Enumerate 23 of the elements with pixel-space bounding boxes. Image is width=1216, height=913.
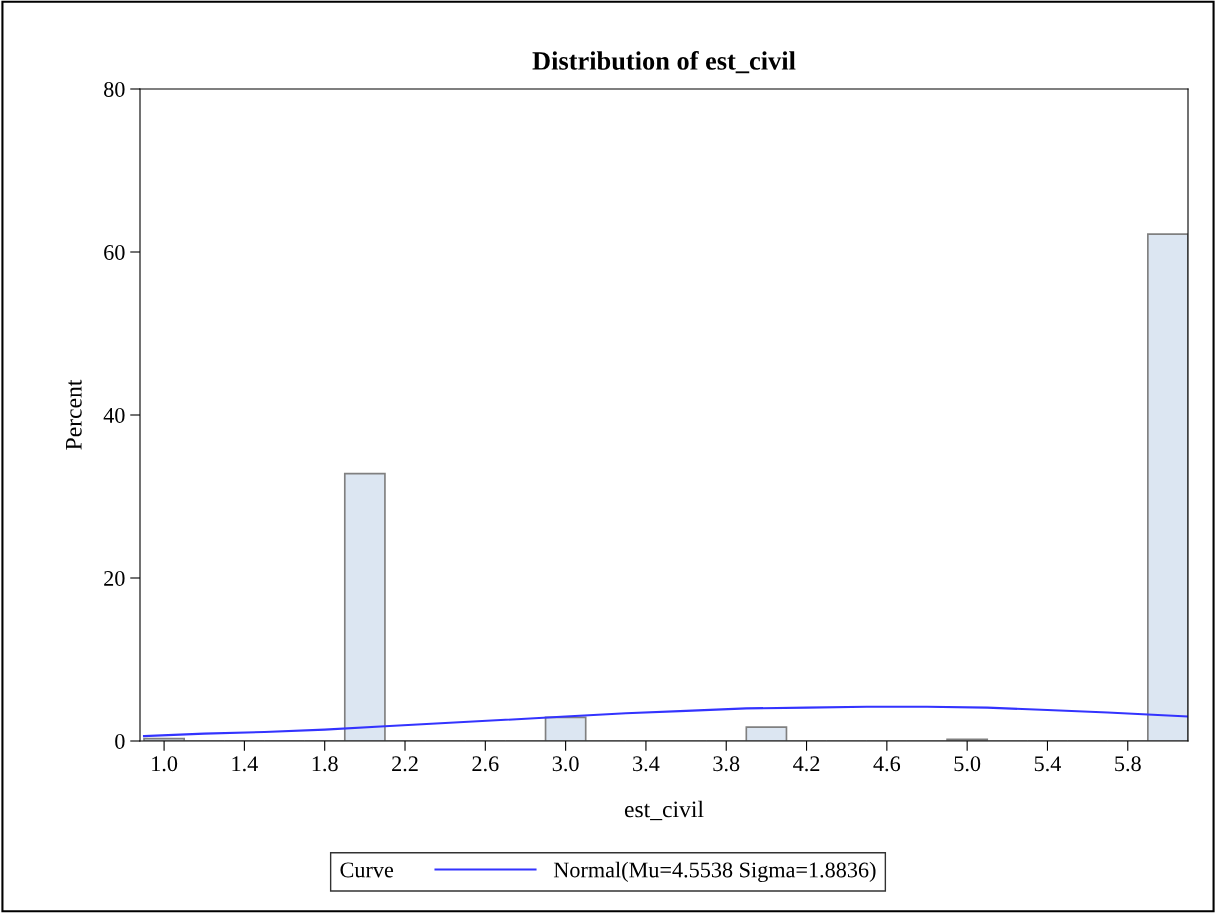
x-tick-label: 4.2 <box>793 756 820 772</box>
x-tick-label: 3.8 <box>713 756 740 772</box>
x-tick-label: 4.6 <box>873 756 901 772</box>
legend-label: Normal(Mu=4.5538 Sigma=1.8836) <box>553 861 876 883</box>
y-axis-title: Percent <box>66 379 82 450</box>
x-tick-label: 5.4 <box>1034 756 1062 772</box>
x-axis-title: est_civil <box>624 800 704 821</box>
x-tick-label: 2.2 <box>392 756 418 772</box>
y-tick-label: 20 <box>104 570 125 586</box>
x-tick-label: 3.0 <box>552 756 579 772</box>
y-tick-label: 0 <box>115 733 125 749</box>
chart-title: Distribution of est_civil <box>532 50 796 74</box>
y-tick-label: 80 <box>104 81 125 97</box>
x-tick-label: 1.8 <box>312 756 338 772</box>
x-tick-label: 5.0 <box>954 756 981 772</box>
x-tick-label: 1.0 <box>152 756 178 772</box>
legend-title: Curve <box>340 862 394 878</box>
x-tick-label: 2.6 <box>472 756 499 772</box>
x-tick-label: 1.4 <box>232 756 258 772</box>
y-tick-label: 60 <box>104 244 125 260</box>
x-tick-label: 5.8 <box>1115 756 1141 772</box>
y-tick-label: 40 <box>103 407 125 423</box>
x-tick-label: 3.4 <box>633 756 660 772</box>
